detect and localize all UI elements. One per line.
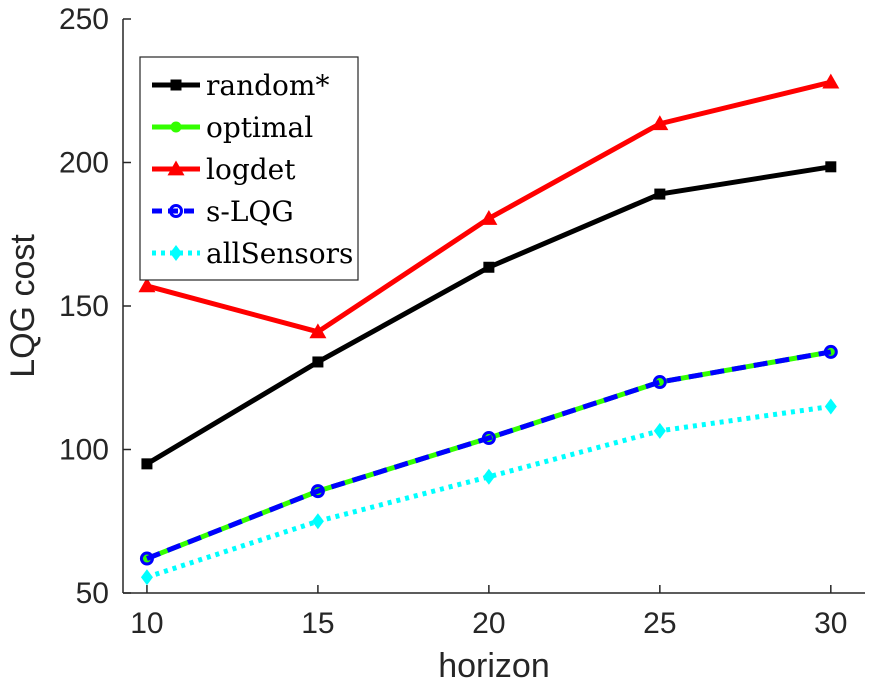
series-s-lqg bbox=[139, 344, 838, 566]
y-tick-label: 50 bbox=[76, 577, 109, 610]
data-point-random bbox=[654, 188, 666, 200]
data-point-random bbox=[483, 261, 495, 273]
data-point-s-lqg bbox=[652, 375, 667, 390]
data-point-logdet bbox=[822, 73, 840, 89]
x-tick-label: 15 bbox=[301, 607, 334, 640]
x-tick-label: 25 bbox=[643, 607, 676, 640]
y-axis-label: LQG cost bbox=[4, 234, 42, 378]
series-optimal bbox=[141, 346, 837, 565]
data-point-s-lqg bbox=[139, 551, 154, 566]
plot-area bbox=[138, 73, 840, 586]
legend-label: optimal bbox=[206, 111, 313, 144]
legend-label: random* bbox=[206, 69, 329, 102]
legend-marker bbox=[170, 245, 182, 261]
x-tick-label: 10 bbox=[130, 607, 163, 640]
y-tick-label: 100 bbox=[59, 434, 109, 467]
data-point-logdet bbox=[480, 209, 498, 225]
data-point-s-lqg bbox=[481, 431, 496, 446]
series-line-optimal bbox=[146, 349, 832, 561]
y-ticks: 50 100 150 200 250 bbox=[59, 3, 131, 610]
x-tick-label: 30 bbox=[814, 607, 847, 640]
data-point-allsensors bbox=[482, 468, 495, 485]
series-allsensors bbox=[140, 398, 837, 586]
y-tick-label: 150 bbox=[59, 290, 109, 323]
legend-entry-logdet: logdet bbox=[152, 153, 296, 186]
legend-label: logdet bbox=[206, 153, 296, 186]
legend-marker bbox=[170, 79, 182, 91]
y-tick-label: 200 bbox=[59, 147, 109, 180]
y-tick-label: 250 bbox=[59, 3, 109, 36]
series-random bbox=[141, 161, 837, 470]
data-point-random bbox=[825, 161, 837, 173]
data-point-logdet bbox=[651, 115, 669, 131]
data-point-s-lqg bbox=[310, 484, 325, 499]
legend: random* optimal logdet s-LQG allSensors bbox=[139, 56, 359, 281]
data-point-random bbox=[141, 458, 153, 470]
data-point-allsensors bbox=[824, 398, 837, 415]
legend-entry-allsensors: allSensors bbox=[152, 237, 353, 270]
series-line-allsensors bbox=[146, 403, 832, 580]
x-axis-label: horizon bbox=[438, 647, 550, 685]
data-point-allsensors bbox=[311, 513, 324, 530]
x-ticks: 10 15 20 25 30 bbox=[130, 585, 847, 640]
legend-entry-random: random* bbox=[152, 69, 329, 102]
data-point-logdet bbox=[138, 277, 156, 293]
series-line-s-lqg bbox=[146, 349, 832, 561]
data-point-allsensors bbox=[653, 422, 666, 439]
data-point-random bbox=[312, 356, 324, 368]
data-point-s-lqg bbox=[823, 344, 838, 359]
legend-entry-optimal: optimal bbox=[152, 111, 313, 144]
legend-entry-s-lqg: s-LQG bbox=[152, 195, 294, 228]
legend-marker bbox=[169, 204, 183, 218]
legend-marker bbox=[167, 160, 185, 176]
data-point-logdet bbox=[309, 323, 327, 339]
axes: 10 15 20 25 30 50 100 150 200 250 bbox=[59, 3, 865, 640]
legend-label: s-LQG bbox=[206, 195, 294, 228]
legend-marker bbox=[170, 121, 182, 133]
x-tick-label: 20 bbox=[472, 607, 505, 640]
data-point-allsensors bbox=[140, 569, 153, 586]
series-logdet bbox=[138, 73, 840, 339]
legend-label: allSensors bbox=[206, 237, 353, 270]
